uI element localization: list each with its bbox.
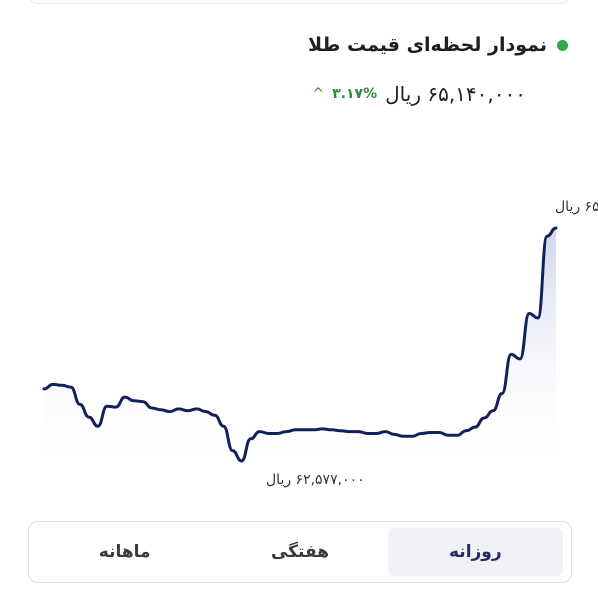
min-price-label: ۶۲,۵۷۷,۰۰۰ ریال <box>266 472 365 488</box>
chevron-up-icon: ^ <box>312 86 325 102</box>
tab-daily[interactable]: روزانه <box>387 528 563 576</box>
page-title: نمودار لحظه‌ای قیمت طلا <box>308 34 547 56</box>
max-price-label: ۶۵,۱۴۰,۰۰۰ ریال <box>555 199 598 215</box>
current-price: ۶۵,۱۴۰,۰۰۰ ریال <box>385 82 526 106</box>
price-row: ۶۵,۱۴۰,۰۰۰ ریال ۳.۱۷% ^ <box>312 82 526 106</box>
price-change: ۳.۱۷% <box>332 86 378 102</box>
live-dot-icon <box>557 39 568 51</box>
price-chart: ۶۵,۱۴۰,۰۰۰ ریال ۶۲,۵۷۷,۰۰۰ ریال <box>42 199 598 488</box>
tab-monthly[interactable]: ماهانه <box>98 542 151 562</box>
chart-price-line <box>42 226 558 463</box>
chart-area-fill <box>44 228 556 470</box>
tab-weekly[interactable]: هفتگی <box>270 542 330 562</box>
title-row: نمودار لحظه‌ای قیمت طلا <box>30 34 568 56</box>
period-tabs: روزانه هفتگی ماهانه <box>28 521 572 583</box>
